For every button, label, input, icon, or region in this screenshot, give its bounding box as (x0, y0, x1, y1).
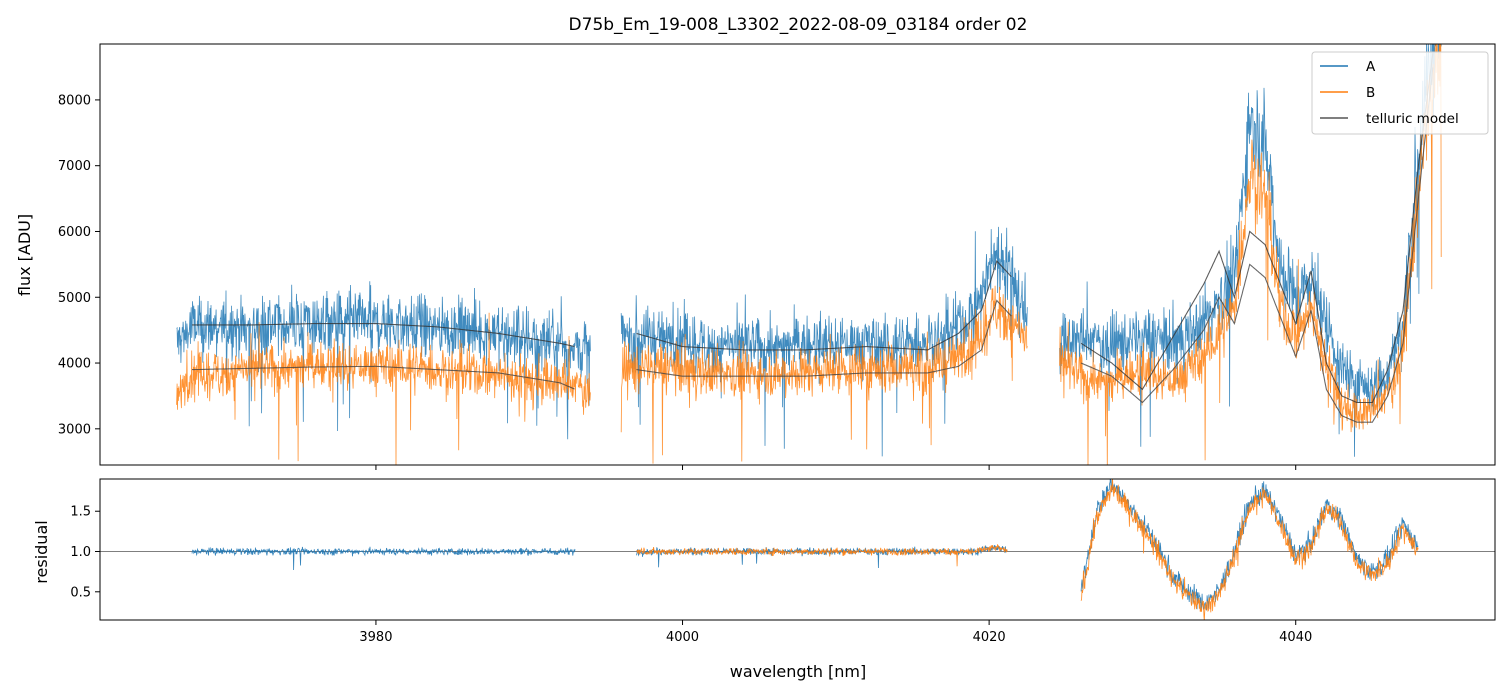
telluric-model-a-line (192, 53, 1434, 404)
x-tick-label: 4020 (973, 630, 1006, 645)
x-tick-label: 4000 (666, 630, 699, 645)
x-tick-label: 4040 (1279, 630, 1312, 645)
residual-ytick-label: 1.0 (70, 545, 91, 560)
flux-ytick-label: 7000 (58, 159, 91, 174)
chart-title: D75b_Em_19-008_L3302_2022-08-09_03184 or… (569, 15, 1028, 35)
flux-ytick-label: 8000 (58, 93, 91, 108)
flux-ytick-label: 4000 (58, 357, 91, 372)
x-tick-label: 3980 (359, 630, 392, 645)
x-axis-label: wavelength [nm] (730, 662, 867, 681)
residual-axes-frame (99, 478, 1496, 621)
legend-label-b: B (1366, 85, 1375, 101)
flux-panel: 3000 4000 5000 6000 7000 8000 flux [ADU] A B … (15, 43, 1496, 470)
flux-ytick-label: 6000 (58, 225, 91, 240)
legend: A B telluric model (1311, 51, 1489, 135)
legend-label-a: A (1366, 59, 1376, 75)
residual-axis-label: residual (32, 520, 51, 583)
series-b-residual-line (636, 479, 1419, 620)
residual-ytick-label: 1.5 (70, 505, 91, 520)
residual-panel: 0.5 1.0 1.5 3980 4000 4020 4040 residual wave… (32, 478, 1496, 681)
flux-ytick-label: 5000 (58, 291, 91, 306)
series-b-flux-line (176, 44, 1442, 465)
telluric-model-b-line (192, 67, 1434, 423)
legend-box (1311, 51, 1489, 135)
flux-axis-label: flux [ADU] (15, 214, 34, 296)
residual-ytick-label: 0.5 (70, 585, 91, 600)
flux-axes-frame (99, 43, 1496, 466)
flux-ytick-label: 3000 (58, 422, 91, 437)
legend-label-telluric: telluric model (1366, 111, 1459, 127)
